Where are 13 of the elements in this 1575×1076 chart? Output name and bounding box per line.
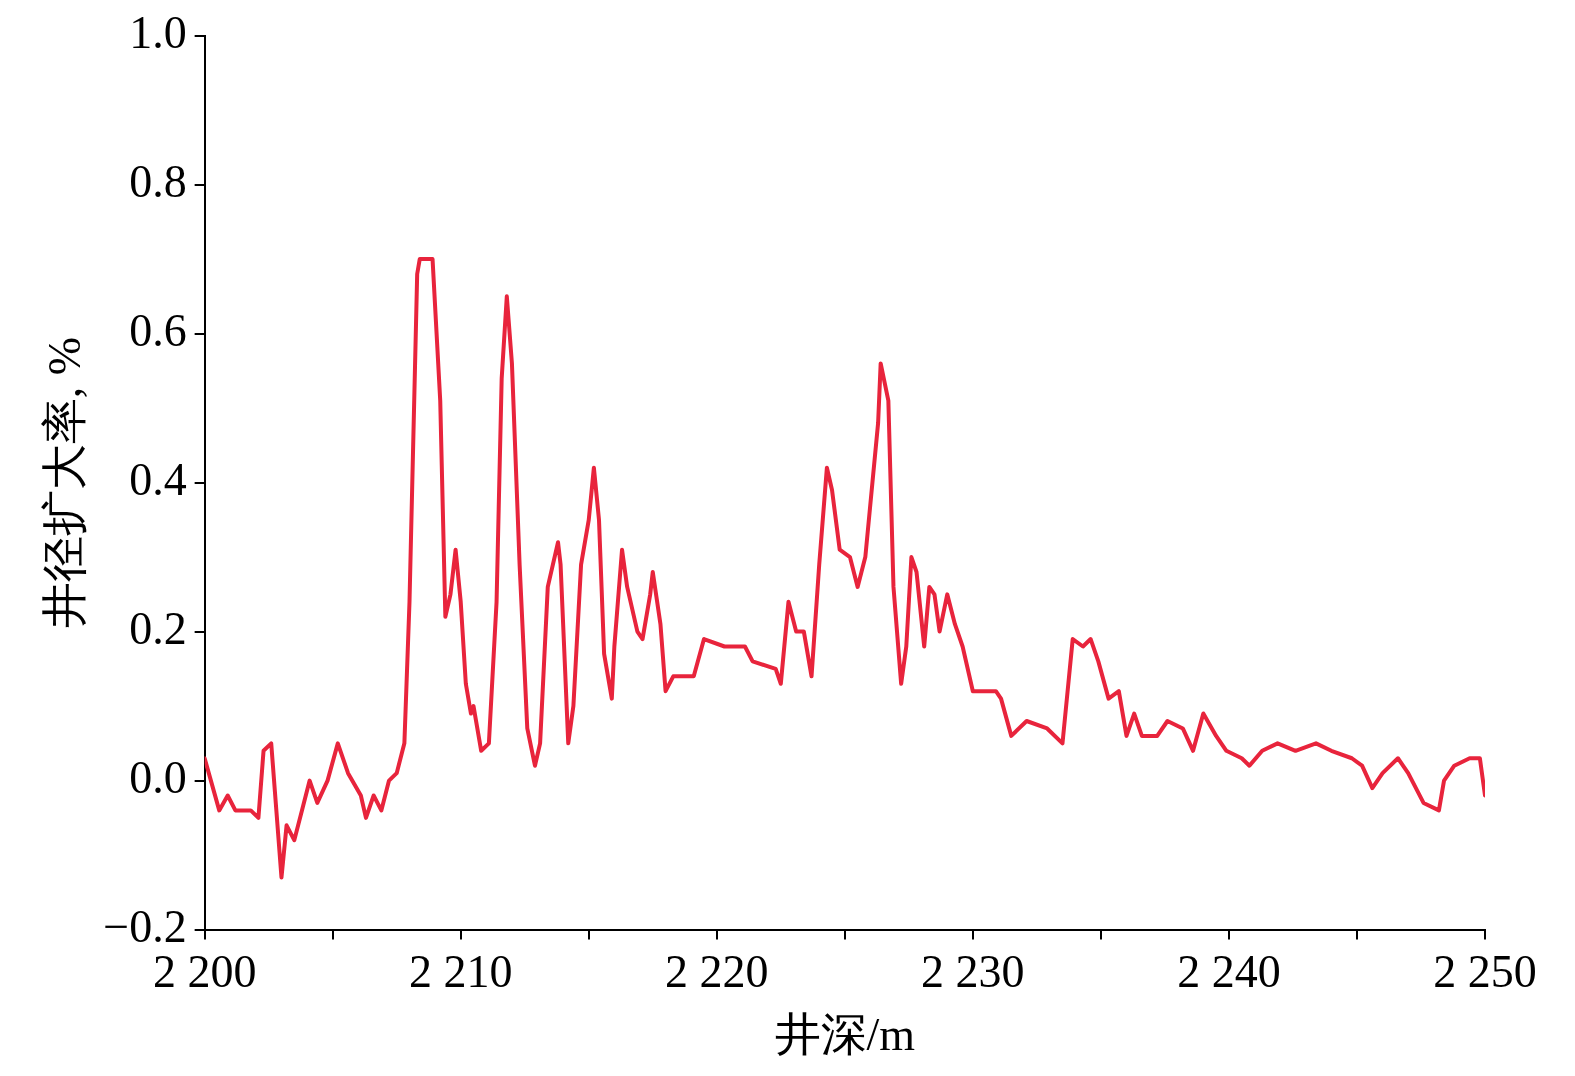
y-tick-label: 0.4 (129, 453, 187, 505)
x-tick-label: 2 230 (921, 946, 1025, 998)
x-tick-label: 2 220 (665, 946, 769, 998)
y-tick-label: 0.2 (129, 602, 187, 654)
y-tick-label: 0.6 (129, 304, 187, 356)
x-tick-label: 2 250 (1433, 946, 1537, 998)
y-tick-label: 0.8 (129, 155, 187, 207)
y-tick-label: 1.0 (129, 6, 187, 58)
x-axis-title: 井深/m (774, 1009, 916, 1061)
x-tick-label: 2 210 (408, 946, 513, 998)
x-tick-label: 2 240 (1177, 946, 1281, 998)
y-tick-label: 0.0 (129, 751, 187, 803)
y-axis-title: 井径扩大率, % (38, 336, 90, 629)
